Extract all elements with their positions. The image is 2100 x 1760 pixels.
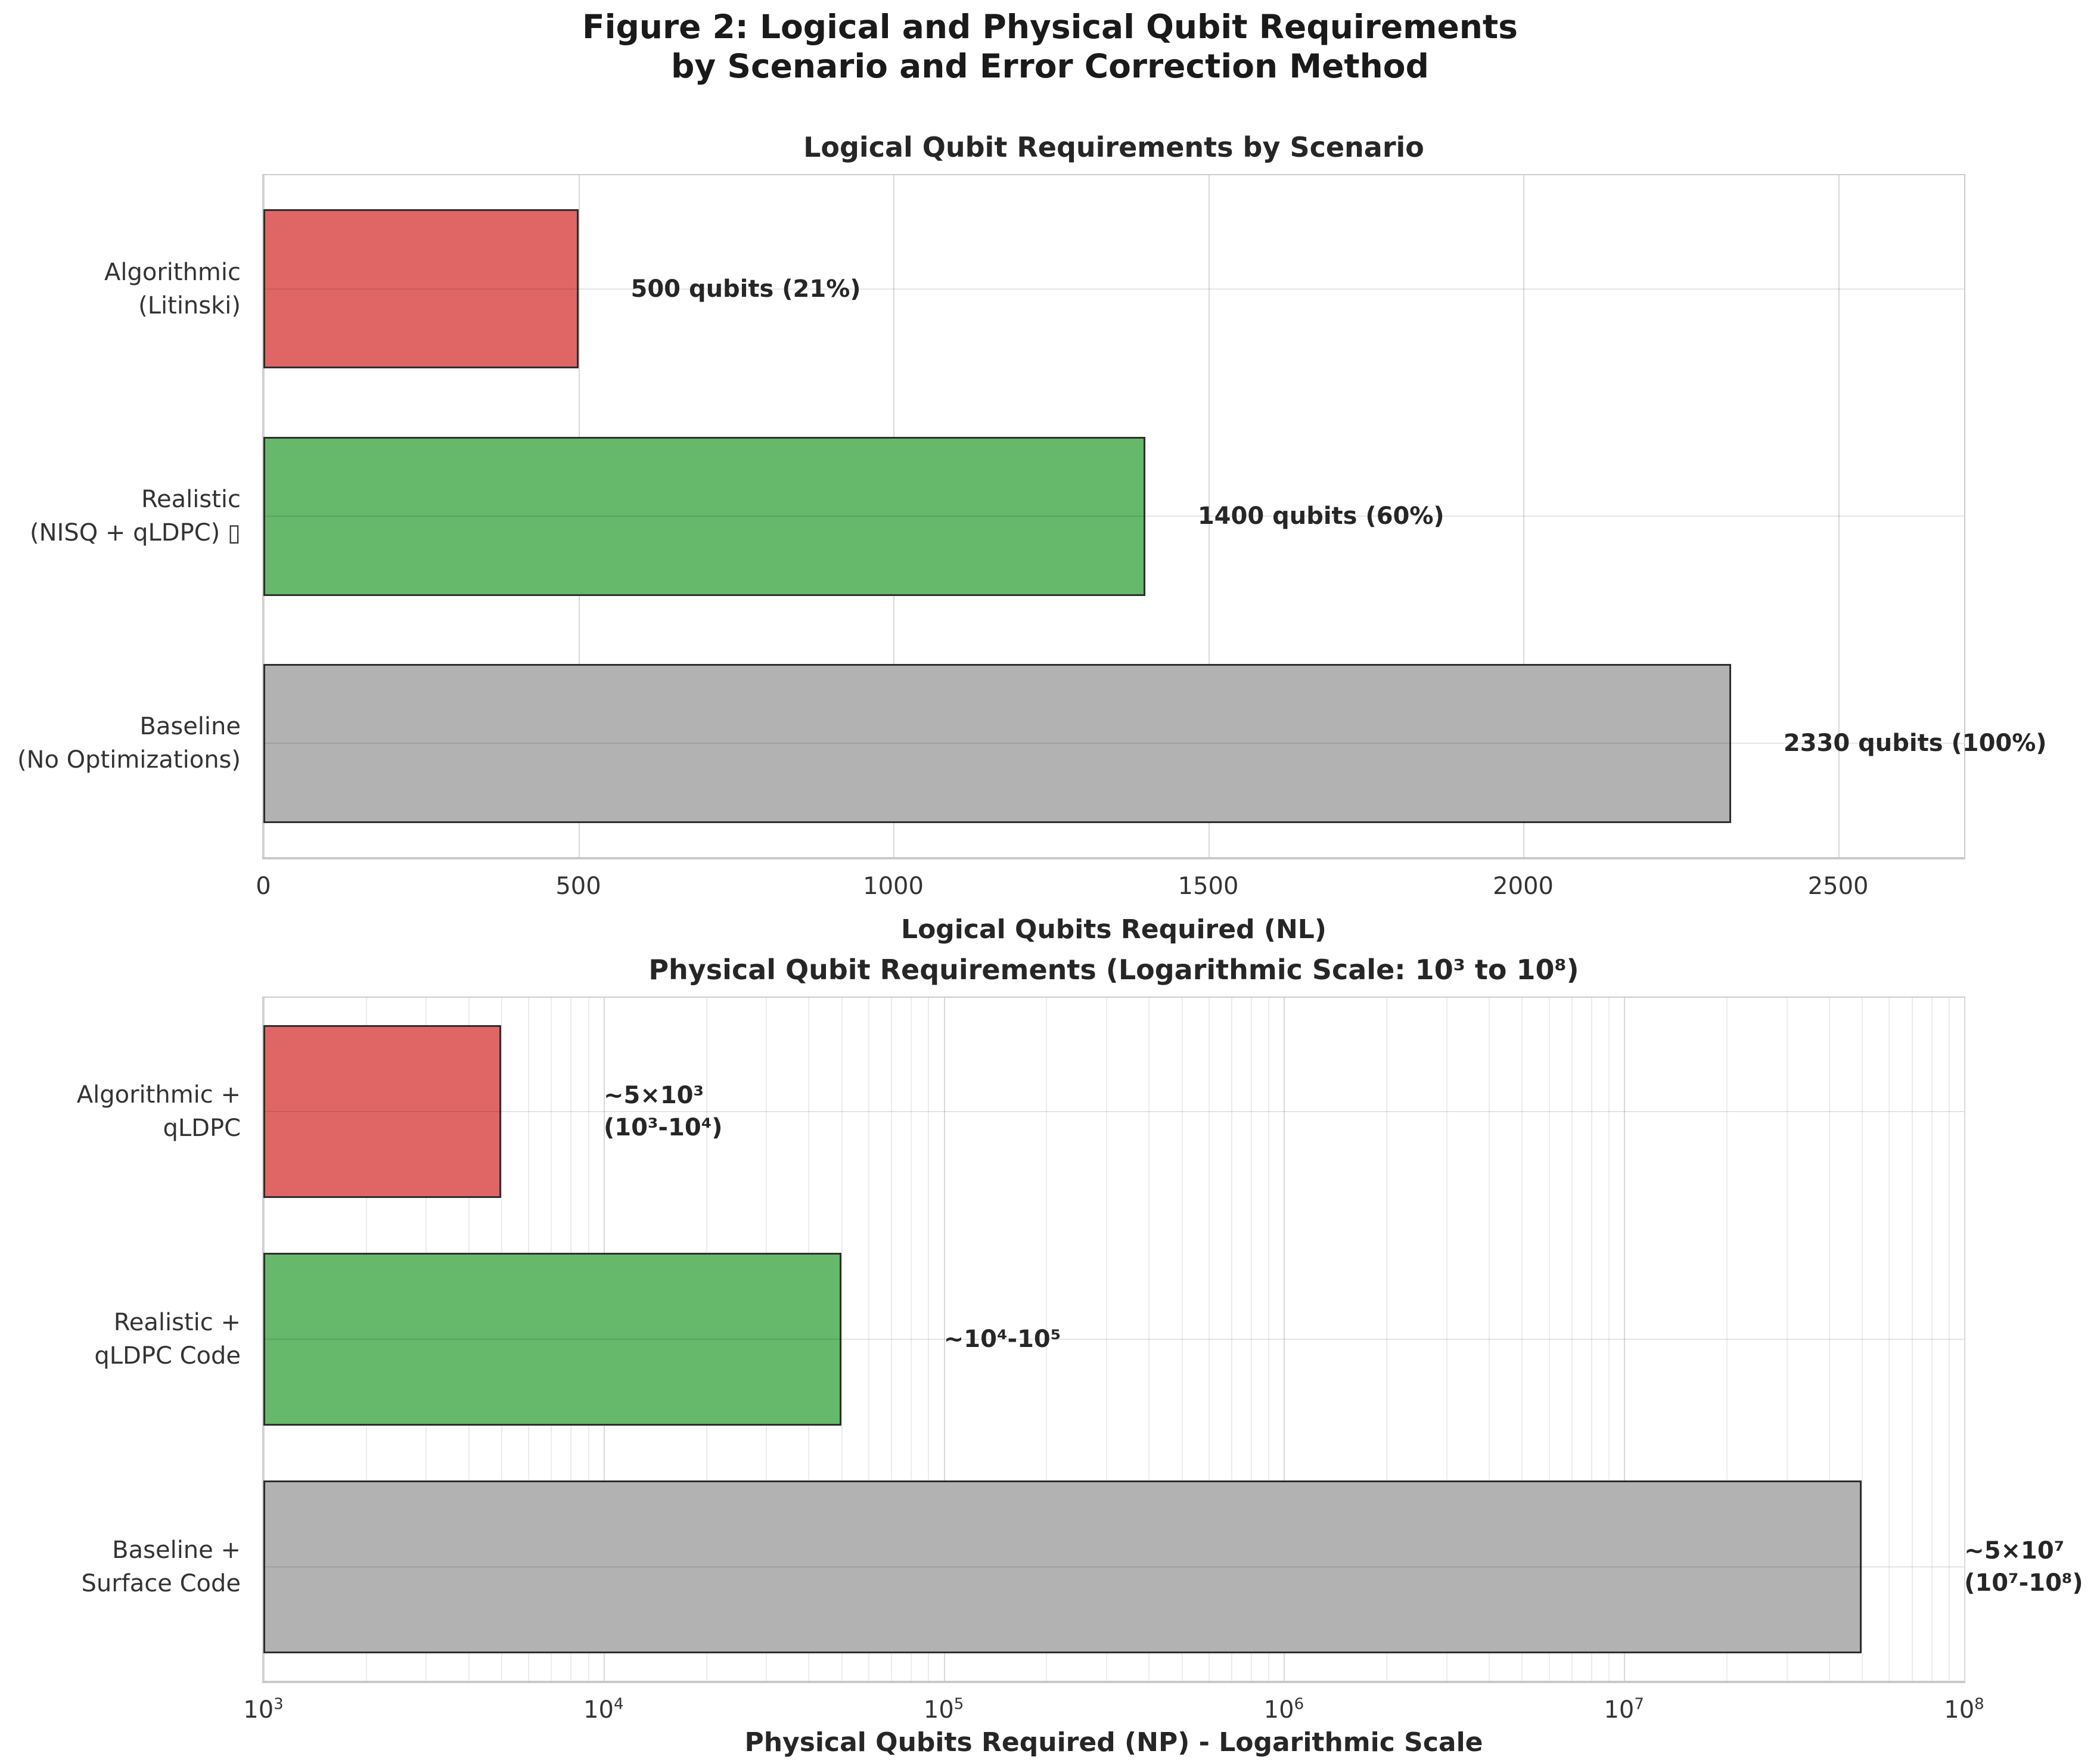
bar-2: [263, 664, 1731, 823]
bar-value-label-2: 2330 qubits (100%): [1783, 730, 2047, 757]
category-label-1: Realistic (NISQ + qLDPC) ▯: [29, 486, 241, 547]
minor-gridline: [868, 998, 869, 1681]
x-tick-label: 104: [583, 1695, 624, 1724]
category-label-2: Baseline + Surface Code: [81, 1536, 241, 1597]
x-tick-label: 500: [555, 873, 601, 900]
bar-2: [263, 1480, 1862, 1653]
row-gridline: [263, 743, 1964, 744]
minor-gridline: [1521, 998, 1523, 1681]
x-tick-label: 2500: [1807, 873, 1869, 900]
minor-gridline: [928, 998, 930, 1681]
major-gridline: [1838, 175, 1840, 857]
minor-gridline: [1931, 998, 1933, 1681]
bar-0: [263, 209, 579, 368]
row-gridline: [263, 516, 1964, 517]
chart2-title: Physical Qubit Requirements (Logarithmic…: [648, 954, 1579, 986]
category-label-0: Algorithmic + qLDPC: [76, 1081, 241, 1142]
bar-value-label-2: ~5×10⁷ (10⁷-10⁸): [1964, 1537, 2083, 1597]
bar-value-label-0: 500 qubits (21%): [630, 275, 861, 303]
category-label-2: Baseline (No Optimizations): [17, 713, 241, 774]
minor-gridline: [891, 998, 893, 1681]
minor-gridline: [1726, 998, 1728, 1681]
x-tick-label: 106: [1263, 1695, 1304, 1724]
minor-gridline: [1181, 998, 1183, 1681]
minor-gridline: [1590, 998, 1592, 1681]
row-gridline: [263, 288, 1964, 290]
minor-gridline: [911, 998, 912, 1681]
x-tick-label: 103: [243, 1695, 284, 1724]
x-tick-label: 1500: [1178, 873, 1239, 900]
major-gridline: [1523, 175, 1525, 857]
x-tick-label: 107: [1604, 1695, 1644, 1724]
major-gridline: [1208, 175, 1210, 857]
minor-gridline: [1489, 998, 1490, 1681]
x-tick-label: 105: [923, 1695, 964, 1724]
row-gridline: [263, 1339, 1964, 1340]
minor-gridline: [1148, 998, 1150, 1681]
x-tick-exponent: 8: [1974, 1695, 1984, 1714]
bar-value-label-1: ~10⁴-10⁵: [943, 1326, 1061, 1353]
minor-gridline: [1608, 998, 1610, 1681]
bar-1: [263, 1253, 841, 1426]
minor-gridline: [1828, 998, 1830, 1681]
category-label-1: Realistic + qLDPC Code: [94, 1309, 241, 1370]
bar-1: [263, 437, 1145, 596]
x-tick-label: 0: [256, 873, 271, 900]
major-gridline: [1964, 998, 1965, 1681]
minor-gridline: [1948, 998, 1950, 1681]
major-gridline: [1624, 998, 1626, 1681]
category-label-0: Algorithmic (Litinski): [104, 259, 241, 319]
x-tick-exponent: 3: [274, 1695, 284, 1714]
x-tick-label: 2000: [1493, 873, 1554, 900]
minor-gridline: [1786, 998, 1788, 1681]
figure-title-line1: Figure 2: Logical and Physical Qubit Req…: [582, 8, 1518, 46]
minor-gridline: [1231, 998, 1232, 1681]
minor-gridline: [1208, 998, 1210, 1681]
minor-gridline: [1386, 998, 1388, 1681]
row-gridline: [263, 1566, 1964, 1567]
x-tick-exponent: 7: [1634, 1695, 1644, 1714]
minor-gridline: [1548, 998, 1550, 1681]
minor-gridline: [1105, 998, 1107, 1681]
major-gridline: [1284, 998, 1285, 1681]
bar-value-label-0: ~5×10³ (10³-10⁴): [603, 1082, 723, 1141]
minor-gridline: [1268, 998, 1270, 1681]
figure-title: Figure 2: Logical and Physical Qubit Req…: [0, 7, 2100, 86]
minor-gridline: [1911, 998, 1913, 1681]
x-tick-exponent: 5: [953, 1695, 964, 1714]
minor-gridline: [1251, 998, 1253, 1681]
chart2-xaxis-label: Physical Qubits Required (NP) - Logarith…: [744, 1727, 1483, 1758]
x-tick-exponent: 6: [1294, 1695, 1304, 1714]
x-tick-exponent: 4: [613, 1695, 624, 1714]
minor-gridline: [1046, 998, 1048, 1681]
minor-gridline: [1862, 998, 1863, 1681]
bar-0: [263, 1025, 501, 1198]
x-tick-label: 108: [1944, 1695, 1984, 1724]
chart1-plot-area: 0 500 1000 1500 2000 2500 Algorithmic (Litinsk…: [17, 174, 2047, 900]
figure-title-line2: by Scenario and Error Correction Method: [671, 47, 1429, 85]
minor-gridline: [1888, 998, 1890, 1681]
chart1-title: Logical Qubit Requirements by Scenario: [803, 131, 1424, 163]
chart2-plot-area: 103 104 105 106 107 108 Algorithmic + qLDPC ~5×…: [77, 997, 2083, 1724]
row-gridline: [263, 1111, 1964, 1112]
bar-value-label-1: 1400 qubits (60%): [1197, 502, 1444, 530]
minor-gridline: [1571, 998, 1573, 1681]
minor-gridline: [1446, 998, 1447, 1681]
minor-gridline: [841, 998, 843, 1681]
x-tick-label: 1000: [863, 873, 924, 900]
major-gridline: [943, 998, 945, 1681]
chart1-xaxis-label: Logical Qubits Required (NL): [901, 914, 1327, 945]
